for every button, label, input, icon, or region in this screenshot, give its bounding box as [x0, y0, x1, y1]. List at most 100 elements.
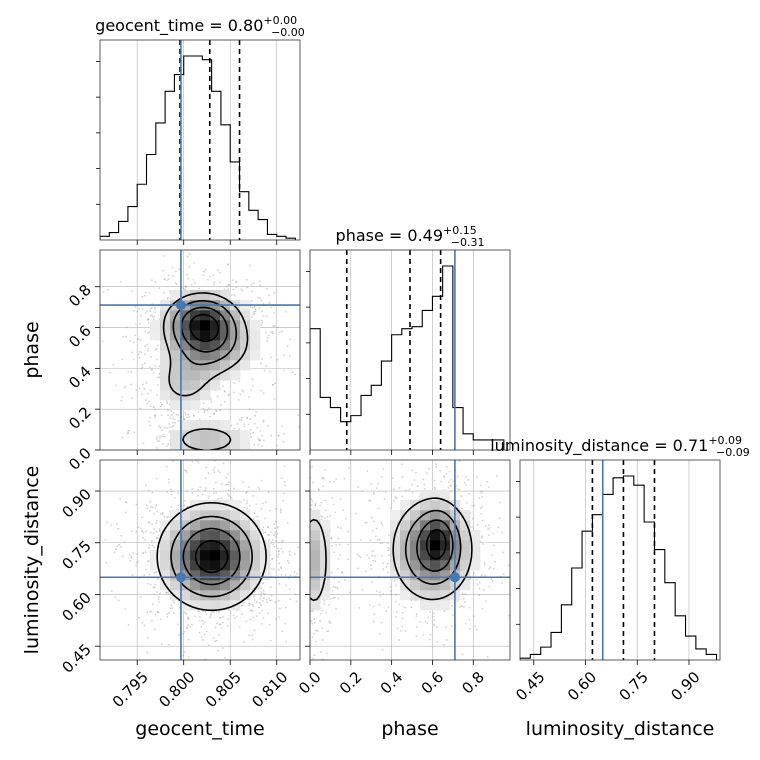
sample-point [245, 492, 247, 494]
sample-point [260, 591, 262, 593]
sample-point [306, 546, 308, 548]
title-minus: −0.31 [451, 236, 485, 249]
density-cell [260, 550, 271, 561]
sample-point [268, 597, 270, 600]
title-plus: +0.00 [263, 14, 297, 27]
sample-point [354, 512, 357, 515]
density-cell [320, 580, 331, 591]
sample-point [228, 284, 231, 287]
sample-point [327, 662, 329, 664]
sample-point [273, 398, 276, 400]
density-cell [200, 420, 211, 431]
sample-point [155, 504, 158, 507]
sample-point [176, 414, 179, 417]
sample-point [220, 627, 223, 629]
density-cell [240, 430, 251, 441]
density-cell [230, 590, 241, 601]
sample-point [157, 598, 160, 601]
sample-point [460, 605, 463, 608]
sample-point [336, 587, 339, 590]
sample-point [486, 656, 489, 658]
sample-point [428, 445, 430, 447]
y-axis-label-phase: phase [21, 321, 43, 378]
density-cell [390, 550, 401, 561]
title-main: phase = 0.49 [336, 226, 443, 245]
sample-point [305, 559, 307, 561]
sample-point [259, 439, 262, 442]
sample-point [207, 278, 209, 281]
sample-point [281, 550, 284, 553]
density-cell [210, 500, 221, 511]
density-cell [390, 520, 401, 531]
sample-point [284, 477, 286, 479]
sample-point [432, 612, 435, 615]
sample-point [450, 478, 452, 481]
density-cell [160, 360, 171, 371]
density-cell [150, 320, 161, 331]
density-cell [190, 560, 201, 571]
sample-point [368, 604, 371, 606]
x-tick-label-geocent_time: 0.800 [155, 668, 198, 711]
sample-point [143, 387, 146, 390]
sample-point [225, 483, 228, 486]
sample-point [364, 570, 367, 573]
sample-point [330, 537, 333, 540]
sample-point [251, 638, 254, 641]
sample-point [223, 288, 226, 291]
sample-point [389, 590, 392, 593]
sample-point [455, 485, 458, 488]
sample-point [471, 505, 473, 507]
sample-point [209, 616, 212, 619]
sample-point [501, 531, 504, 534]
sample-point [250, 300, 253, 302]
sample-point [155, 477, 158, 480]
density-cell [240, 340, 251, 351]
sample-point [384, 491, 387, 494]
sample-point [250, 436, 253, 439]
sample-point [401, 625, 404, 628]
sample-point [439, 469, 442, 472]
sample-point [148, 509, 151, 512]
sample-point [261, 322, 264, 324]
sample-point [234, 281, 237, 284]
sample-point [182, 287, 185, 290]
sample-point [325, 611, 328, 614]
sample-point [172, 612, 175, 615]
sample-point [262, 616, 265, 619]
sample-point [461, 507, 463, 510]
sample-point [307, 574, 309, 576]
sample-point [176, 623, 179, 626]
sample-point [120, 399, 123, 402]
sample-point [200, 625, 203, 628]
sample-point [492, 567, 495, 570]
density-cell [170, 560, 181, 571]
sample-point [260, 507, 263, 510]
density-cell [170, 530, 181, 541]
sample-point [289, 574, 292, 577]
sample-point [178, 633, 181, 636]
density-cell [190, 320, 201, 331]
density-cell [400, 590, 411, 601]
sample-point [311, 622, 314, 625]
sample-point [480, 574, 483, 577]
sample-point [227, 483, 230, 486]
sample-point [209, 275, 211, 278]
sample-point [141, 621, 144, 624]
density-cell [220, 350, 231, 361]
sample-point [257, 443, 260, 446]
sample-point [154, 280, 157, 283]
sample-point [174, 418, 176, 421]
sample-point [395, 611, 398, 614]
sample-point [174, 270, 177, 273]
sample-point [146, 582, 149, 585]
sample-point [201, 479, 203, 481]
density-panel-luminosity_distance_vs_geocent_time [100, 460, 308, 660]
sample-point [117, 527, 120, 530]
x-tick-label-geocent_time: 0.805 [202, 668, 245, 711]
sample-point [160, 414, 163, 417]
sample-point [191, 472, 193, 474]
sample-point [155, 531, 158, 533]
sample-point [405, 447, 407, 449]
sample-point [274, 520, 277, 523]
sample-point [399, 629, 402, 632]
